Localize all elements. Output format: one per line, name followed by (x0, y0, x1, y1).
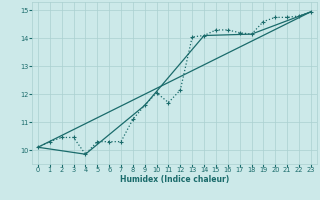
X-axis label: Humidex (Indice chaleur): Humidex (Indice chaleur) (120, 175, 229, 184)
